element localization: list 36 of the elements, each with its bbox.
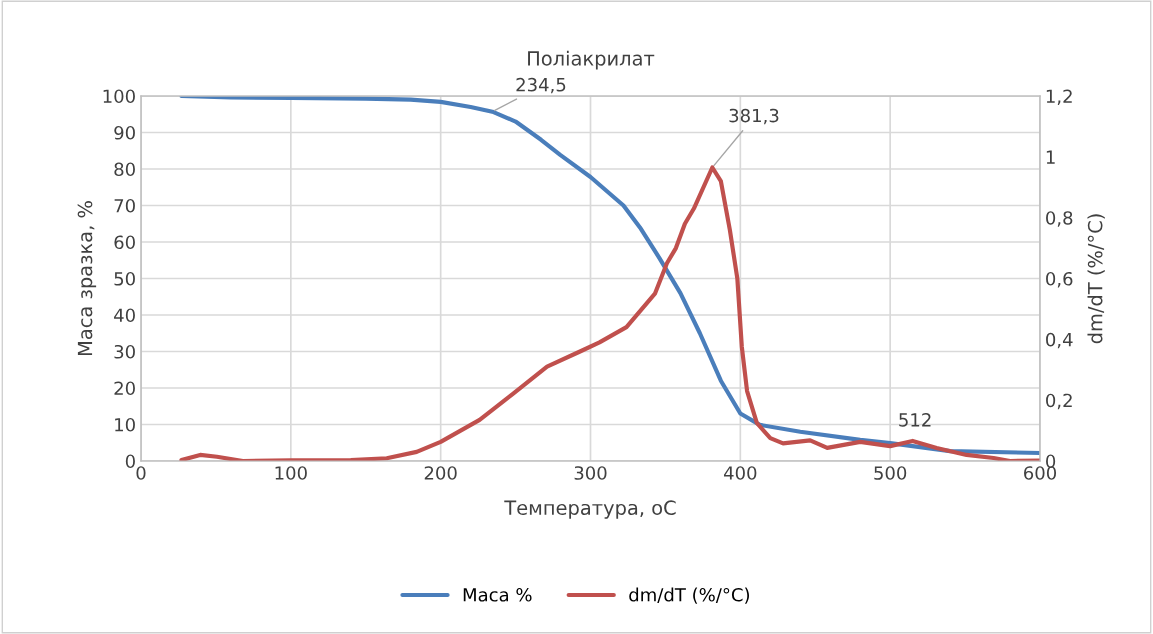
y-tick-label: 90 [114, 125, 135, 140]
line-series [179, 96, 1040, 456]
y2-axis-title: dm/dT (%/°C) [1087, 214, 1105, 344]
y-axis-title: Маса зразка, % [77, 201, 97, 356]
y2-tick-label: 0,4 [1046, 332, 1073, 349]
x-tick-label: 400 [723, 466, 757, 480]
y-tick-label: 50 [114, 271, 135, 286]
y-tick-label: 0 [125, 454, 135, 469]
annotation: 234,5 [516, 77, 566, 94]
annotation: 512 [899, 413, 931, 427]
x-tick-label: 600 [1024, 466, 1057, 480]
y2-tick-label: 1 [1046, 150, 1055, 164]
y-tick-label: 10 [115, 417, 135, 432]
legend-label: dm/dT (%/°C) [629, 587, 750, 604]
y-tick-label: 70 [114, 198, 135, 213]
y2-tick-label: 0,2 [1046, 393, 1072, 410]
line-series [179, 165, 1040, 461]
x-tick-label: 500 [874, 466, 907, 480]
y2-tick-label: 1,2 [1046, 89, 1072, 105]
y-tick-label: 100 [103, 89, 135, 104]
y-tick-label: 20 [114, 381, 135, 396]
x-tick-label: 200 [424, 466, 457, 480]
x-tick-label: 300 [574, 466, 607, 480]
y-tick-label: 30 [114, 344, 135, 359]
y-tick-label: 80 [114, 162, 135, 177]
y2-tick-label: 0,8 [1046, 211, 1073, 227]
x-tick-label: 100 [275, 466, 307, 480]
x-tick-label: 0 [136, 466, 146, 480]
y-tick-label: 60 [114, 235, 135, 250]
y2-tick-label: 0,6 [1046, 271, 1073, 288]
annotation: 381,3 [729, 108, 779, 125]
y2-tick-label: 0 [1046, 454, 1056, 469]
legend-label: Маса % [463, 587, 532, 602]
y-tick-label: 40 [114, 308, 135, 323]
x-axis-title: Температура, oC [504, 500, 676, 519]
chart-title: Поліакрилат [528, 50, 655, 70]
